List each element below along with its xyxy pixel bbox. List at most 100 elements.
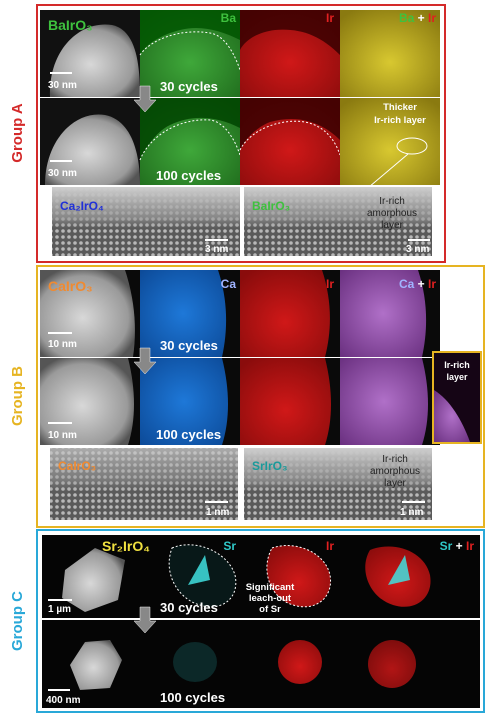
sr-spot xyxy=(388,555,410,585)
map-label: Ca xyxy=(221,277,237,291)
map-label: Ir xyxy=(466,539,474,553)
hr-note: amorphous xyxy=(370,466,420,477)
cycles-label: 30 cycles xyxy=(160,338,218,353)
surface xyxy=(52,187,240,256)
background xyxy=(140,10,240,55)
hr-label: CaIrO₃ xyxy=(58,459,96,473)
scale-label: 30 nm xyxy=(48,168,77,179)
cycles-label: 100 cycles xyxy=(156,427,221,442)
down-arrow xyxy=(133,606,157,634)
hr-note: layer xyxy=(381,220,403,231)
overlay-map xyxy=(368,640,416,688)
scale-label: 3 nm xyxy=(205,244,228,255)
scale-label: 10 nm xyxy=(48,339,77,350)
plus: + xyxy=(418,277,425,291)
map-label: Sr xyxy=(440,539,453,553)
hr-note: Ir-rich xyxy=(379,196,405,207)
sr-map xyxy=(173,642,217,682)
map-label: Ba xyxy=(221,11,237,25)
compound-label: BaIrO₃ xyxy=(48,17,93,33)
overlay-label: Sr + Ir xyxy=(440,539,475,553)
group-b-frame xyxy=(36,265,485,528)
group-a-frame xyxy=(36,4,446,263)
inset-image xyxy=(434,390,470,442)
particle xyxy=(40,270,135,357)
overlay-map xyxy=(340,270,427,357)
map-label: Ca xyxy=(399,277,415,291)
down-arrow xyxy=(133,347,157,375)
note: Thicker xyxy=(383,102,417,113)
plus: + xyxy=(456,539,463,553)
map-label: Ba xyxy=(399,11,415,25)
map-label: Ir xyxy=(428,11,436,25)
group-b-rows xyxy=(40,270,482,445)
cycles-label: 100 cycles xyxy=(156,168,221,183)
note: Ir-rich layer xyxy=(374,115,426,126)
ir-map xyxy=(266,545,332,608)
particle xyxy=(70,640,122,690)
ca-map xyxy=(140,358,228,445)
cycles-label: 100 cycles xyxy=(160,690,225,705)
cycles-label: 30 cycles xyxy=(160,79,218,94)
overlay-map xyxy=(340,358,428,445)
note: leach-out xyxy=(249,593,292,604)
hr-note: layer xyxy=(384,478,406,489)
outline xyxy=(139,31,241,71)
inset-note: layer xyxy=(446,372,468,382)
inset-note: Ir-rich xyxy=(444,360,470,370)
background xyxy=(240,10,340,55)
ca-map xyxy=(140,270,227,357)
group-c-rows xyxy=(42,535,480,708)
overlay-label: Ca + Ir xyxy=(399,277,436,291)
group-label: Group B xyxy=(9,366,26,426)
compound-label: Sr₂IrO₄ xyxy=(102,538,150,554)
ir-map xyxy=(240,358,331,445)
hr-label: Ca₂IrO₄ xyxy=(60,199,104,213)
group-c-frame xyxy=(36,529,485,713)
scale-label: 400 nm xyxy=(46,695,81,706)
outline xyxy=(139,119,241,161)
plus: + xyxy=(418,11,425,25)
down-arrow xyxy=(133,85,157,113)
group-a-row3 xyxy=(52,187,432,256)
highlight-circle xyxy=(396,137,428,155)
hr-label: SrIrO₃ xyxy=(252,459,288,473)
overlay-label: Ba + Ir xyxy=(399,11,436,25)
sr-spot xyxy=(188,555,210,585)
ir-map xyxy=(278,640,322,684)
background xyxy=(240,98,340,150)
note: Significant xyxy=(246,582,295,593)
scale-label: 3 nm xyxy=(406,244,429,255)
ir-map xyxy=(240,270,330,357)
hr-note: Ir-rich xyxy=(382,454,408,465)
group-b-row3 xyxy=(50,448,432,520)
map-label: Sr xyxy=(223,539,236,553)
scale-label: 1 nm xyxy=(206,507,229,518)
particle xyxy=(45,114,140,185)
scale-label: 10 nm xyxy=(48,430,77,441)
surface xyxy=(244,448,432,520)
surface xyxy=(50,448,238,520)
particle xyxy=(49,24,140,97)
map-label: Ir xyxy=(326,277,334,291)
scale-label: 1 µm xyxy=(48,604,71,615)
particle xyxy=(62,548,125,612)
map-label: Ir xyxy=(326,539,334,553)
surface xyxy=(244,187,432,256)
note: of Sr xyxy=(259,604,281,615)
map-label: Ir xyxy=(326,11,334,25)
group-label: Group C xyxy=(9,591,26,651)
hr-label: BaIrO₃ xyxy=(252,199,290,213)
group-a-row1 xyxy=(40,10,440,97)
scale-label: 30 nm xyxy=(48,80,77,91)
group-a-row2 xyxy=(40,98,440,199)
overlay-map xyxy=(340,10,440,97)
hr-note: amorphous xyxy=(367,208,417,219)
compound-label: CaIrO₃ xyxy=(48,278,93,294)
group-label: Group A xyxy=(9,103,26,163)
cycles-label: 30 cycles xyxy=(160,600,218,615)
overlay-map xyxy=(340,98,440,185)
scale-label: 1 nm xyxy=(400,507,423,518)
map-label: Ir xyxy=(428,277,436,291)
